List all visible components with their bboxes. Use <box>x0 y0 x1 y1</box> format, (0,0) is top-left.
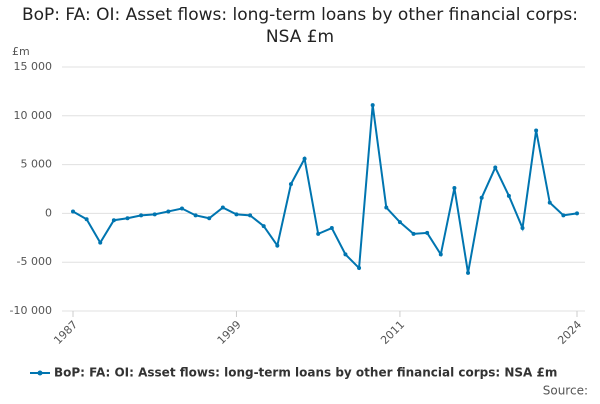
y-tick-label: -5 000 <box>17 255 52 268</box>
point <box>493 165 498 170</box>
point <box>575 211 579 216</box>
point <box>71 209 75 214</box>
point <box>98 240 103 245</box>
y-axis-label: £m <box>12 45 30 58</box>
legend-label: BoP: FA: OI: Asset flows: long-term loan… <box>54 366 557 380</box>
point <box>343 252 348 257</box>
point <box>411 231 416 236</box>
point <box>506 193 511 198</box>
point <box>193 213 198 218</box>
point <box>248 213 253 218</box>
point <box>111 218 116 223</box>
point <box>547 200 552 205</box>
point <box>166 209 171 214</box>
x-tick-label: 2024 <box>555 318 584 347</box>
point <box>357 266 362 271</box>
point <box>179 206 184 211</box>
point <box>384 205 389 210</box>
y-tick-label: 0 <box>45 206 52 219</box>
point <box>220 205 225 210</box>
point <box>397 220 402 225</box>
point <box>152 212 157 217</box>
legend-marker <box>37 370 43 376</box>
point <box>302 156 307 161</box>
point <box>452 186 457 191</box>
point <box>84 217 89 222</box>
chart-title: BoP: FA: OI: Asset flows: long-term loan… <box>21 5 579 47</box>
point <box>438 252 443 257</box>
point <box>207 216 212 221</box>
y-tick-label: 5 000 <box>21 158 53 171</box>
source: Source: <box>543 384 588 398</box>
point <box>125 216 130 221</box>
point <box>466 270 471 275</box>
point <box>329 226 334 231</box>
point <box>370 103 375 108</box>
y-tick-label: -10 000 <box>10 304 52 317</box>
point <box>561 213 566 218</box>
point <box>288 182 293 187</box>
point <box>425 230 430 235</box>
point <box>316 231 321 236</box>
x-tick-label: 1999 <box>215 318 244 347</box>
x-tick-label: 1987 <box>51 318 80 347</box>
y-tick-label: 15 000 <box>14 60 53 73</box>
point <box>261 224 266 229</box>
point <box>520 226 525 231</box>
title-box: BoP: FA: OI: Asset flows: long-term loan… <box>21 5 579 47</box>
point <box>479 195 484 200</box>
point <box>234 212 239 217</box>
y-tick-label: 10 000 <box>14 109 53 122</box>
x-tick-label: 2011 <box>378 318 407 347</box>
point <box>139 213 144 218</box>
line <box>72 104 578 274</box>
point <box>534 128 539 133</box>
point <box>275 243 280 248</box>
